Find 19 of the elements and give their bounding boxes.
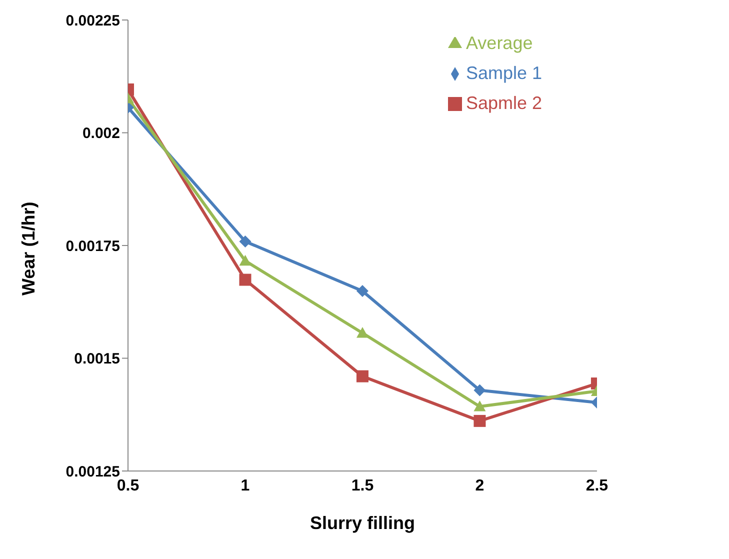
point (239, 274, 252, 286)
point (356, 326, 368, 338)
legend-label: Sapmle 2 (466, 93, 542, 113)
x-tick-label: 1.5 (351, 477, 374, 494)
y-tick-label: 0.002 (82, 125, 120, 142)
point (239, 254, 252, 266)
x-axis-title: Slurry filling (310, 513, 415, 533)
point (239, 235, 252, 248)
x-tick-label: 2 (475, 477, 484, 494)
y-tick-label: 0.00175 (66, 238, 120, 255)
legend-label: Average (466, 33, 533, 53)
x-tick-label: 2.5 (586, 477, 608, 494)
point (356, 370, 368, 382)
y-tick-label: 0.00225 (66, 12, 120, 30)
y-axis-title: Wear (1/hr) (18, 202, 38, 296)
x-tick-label: 1 (240, 477, 250, 494)
legend-label: Sample 1 (466, 63, 542, 83)
point (356, 285, 368, 298)
y-tick-label: 0.0015 (74, 350, 120, 368)
